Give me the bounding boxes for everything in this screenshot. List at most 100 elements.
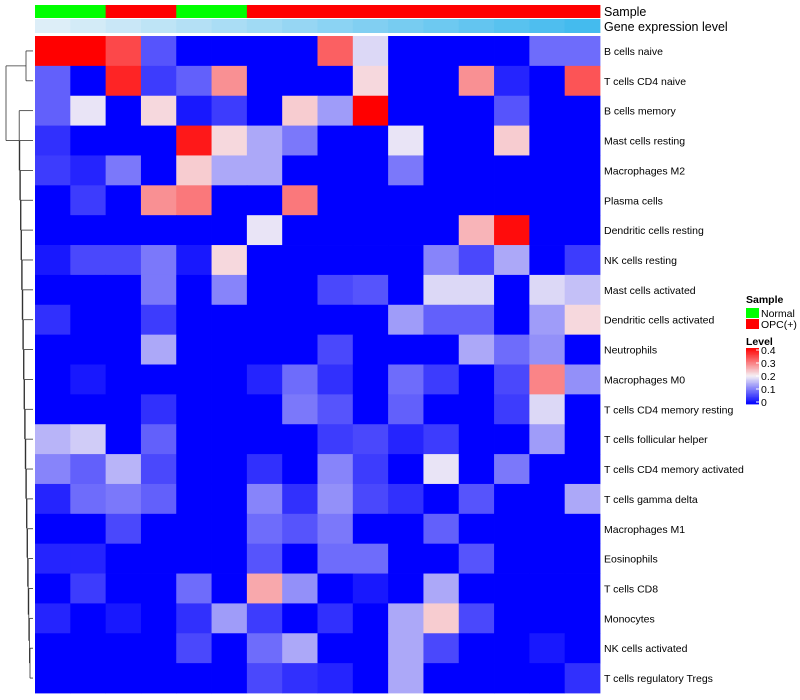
heatmap-cell — [105, 454, 142, 485]
level-legend-gradient-step — [746, 381, 759, 384]
heatmap-cell — [70, 185, 107, 216]
heatmap-cell — [35, 364, 71, 395]
row-label: T cells gamma delta — [604, 494, 698, 506]
heatmap-cell — [105, 304, 142, 336]
heatmap-cell — [246, 483, 283, 515]
heatmap-cell — [105, 364, 142, 395]
heatmap-cell — [564, 543, 601, 574]
heatmap-cell — [140, 36, 177, 67]
level-legend-gradient-step — [746, 401, 759, 403]
heatmap-cell — [458, 215, 495, 246]
heatmap-cell — [176, 424, 212, 455]
heatmap-cell — [564, 633, 601, 664]
heatmap-cell — [105, 663, 142, 694]
heatmap-cell — [494, 334, 530, 365]
heatmap-cell — [246, 513, 283, 545]
heatmap-cell — [458, 274, 495, 306]
heatmap-cell — [105, 334, 142, 365]
heatmap-cell — [140, 245, 177, 276]
row-label: NK cells activated — [604, 643, 688, 655]
heatmap-cell — [352, 334, 389, 365]
heatmap-cell — [494, 394, 530, 425]
heatmap-cell — [529, 245, 566, 276]
heatmap-cells — [35, 36, 601, 694]
heatmap-cell — [529, 304, 566, 336]
heatmap-cell — [211, 513, 248, 545]
heatmap-cell — [317, 454, 354, 485]
heatmap-cell — [458, 65, 495, 97]
heatmap-cell — [494, 36, 530, 67]
heatmap-cell — [211, 394, 248, 425]
heatmap-cell — [176, 215, 212, 246]
heatmap-cell — [458, 483, 495, 515]
level-legend-gradient-step — [746, 359, 759, 361]
heatmap-cell — [282, 543, 318, 574]
row-label: Mast cells resting — [604, 136, 685, 148]
heatmap-cell — [35, 603, 71, 634]
heatmap-cell — [388, 215, 424, 246]
level-legend-tick-label: 0 — [761, 397, 767, 409]
heatmap-cell — [388, 543, 424, 574]
sample-legend-swatch — [746, 308, 759, 318]
heatmap-cell — [494, 125, 530, 156]
heatmap-cell — [458, 36, 495, 67]
row-label: T cells CD8 — [604, 584, 658, 596]
level-legend-gradient-step — [746, 356, 759, 359]
heatmap-cell — [494, 304, 530, 336]
sample-annotation-cell — [70, 5, 107, 18]
sample-annotation-cell — [494, 5, 530, 18]
level-legend-title: Level — [746, 336, 773, 348]
heatmap-cell — [529, 633, 566, 664]
heatmap-cell — [176, 95, 212, 126]
heatmap-cell — [388, 95, 424, 126]
heatmap-cell — [176, 513, 212, 545]
heatmap-cell — [140, 513, 177, 545]
heatmap-cell — [176, 543, 212, 574]
heatmap-cell — [352, 274, 389, 306]
heatmap-cell — [105, 394, 142, 425]
heatmap-cell — [246, 155, 283, 186]
gene-level-track-label: Gene expression level — [604, 20, 728, 34]
heatmap-cell — [211, 125, 248, 156]
heatmap-cell — [140, 155, 177, 186]
row-label: Monocytes — [604, 613, 655, 625]
heatmap-cell — [423, 663, 460, 694]
heatmap-cell — [529, 663, 566, 694]
sample-annotation-cell — [246, 5, 283, 18]
heatmap-cell — [458, 454, 495, 485]
heatmap-cell — [140, 364, 177, 395]
heatmap-cell — [494, 483, 530, 515]
heatmap-cell — [388, 364, 424, 395]
heatmap-cell — [458, 155, 495, 186]
heatmap-cell — [35, 304, 71, 336]
heatmap-cell — [35, 424, 71, 455]
heatmap-cell — [317, 125, 354, 156]
level-legend-gradient-step — [746, 392, 759, 395]
heatmap-cell — [35, 95, 71, 126]
heatmap-cell — [211, 603, 248, 634]
heatmap-cell — [246, 95, 283, 126]
heatmap-cell — [494, 245, 530, 276]
heatmap-cell — [70, 573, 107, 604]
heatmap-cell — [458, 633, 495, 664]
heatmap-cell — [352, 603, 389, 634]
heatmap-cell — [246, 304, 283, 336]
level-legend-gradient-step — [746, 352, 759, 354]
heatmap-cell — [458, 95, 495, 126]
heatmap-cell — [246, 424, 283, 455]
level-legend-gradient-step — [746, 362, 759, 364]
heatmap-cell — [140, 95, 177, 126]
heatmap-cell — [70, 304, 107, 336]
heatmap-cell — [282, 245, 318, 276]
row-label: T cells CD4 memory activated — [604, 464, 744, 476]
heatmap-cell — [282, 513, 318, 545]
heatmap-cell — [246, 633, 283, 664]
heatmap-cell — [352, 483, 389, 515]
heatmap-cell — [317, 65, 354, 97]
heatmap-cell — [140, 573, 177, 604]
heatmap-cell — [70, 454, 107, 485]
sample-annotation-cell — [423, 5, 460, 18]
heatmap-cell — [70, 663, 107, 694]
heatmap-cell — [317, 364, 354, 395]
row-dendrogram — [5, 50, 33, 679]
